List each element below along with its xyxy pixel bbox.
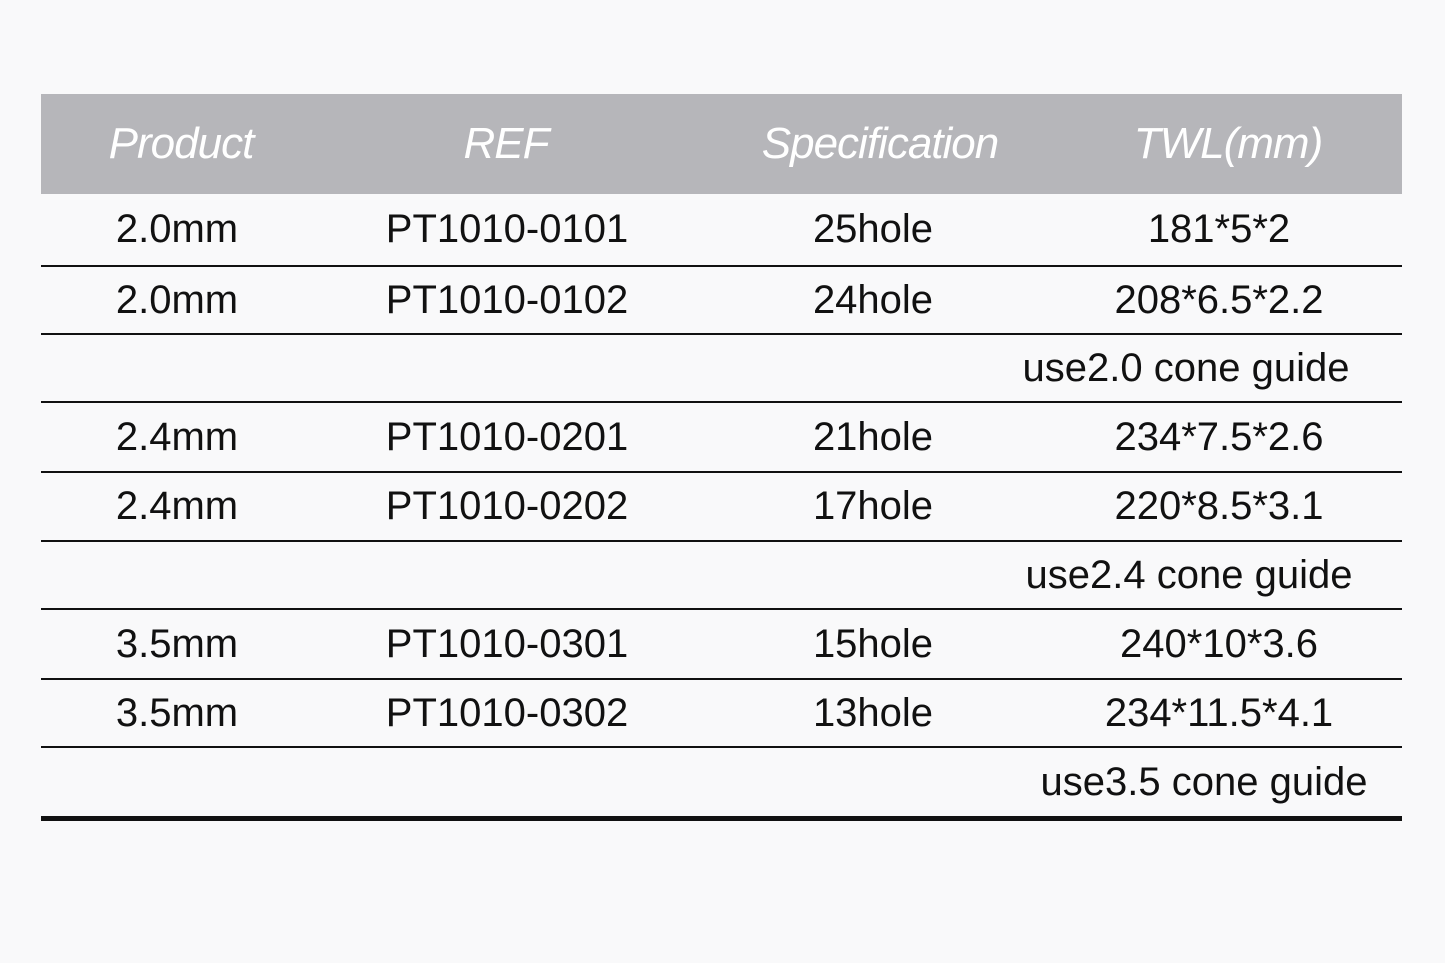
ref-cell: PT1010-0201	[385, 414, 629, 459]
header-product: Product	[108, 119, 255, 168]
note-cell: use3.5 cone guide	[1040, 759, 1368, 804]
twl-cell: 181*5*2	[1147, 207, 1291, 251]
ref-cell: PT1010-0302	[385, 690, 629, 735]
table-row: 2.4mm PT1010-0201 21hole 234*7.5*2.6	[41, 403, 1402, 473]
product-cell: 2.0mm	[115, 277, 239, 322]
specification-cell: 13hole	[812, 690, 934, 735]
note-cell: use2.0 cone guide	[1022, 345, 1350, 390]
table-row: 3.5mm PT1010-0301 15hole 240*10*3.6	[41, 610, 1402, 680]
product-cell: 2.4mm	[115, 414, 239, 459]
twl-cell: 220*8.5*3.1	[1114, 484, 1324, 528]
specification-cell: 24hole	[812, 277, 934, 322]
specification-cell: 17hole	[812, 484, 934, 528]
product-cell: 2.4mm	[115, 484, 239, 528]
twl-cell: 208*6.5*2.2	[1114, 277, 1324, 322]
note-row: use2.0 cone guide	[41, 335, 1402, 403]
table-row: 3.5mm PT1010-0302 13hole 234*11.5*4.1	[41, 680, 1402, 748]
ref-cell: PT1010-0102	[385, 277, 629, 322]
product-cell: 2.0mm	[115, 207, 239, 251]
ref-cell: PT1010-0301	[385, 621, 629, 666]
table-row: 2.0mm PT1010-0102 24hole 208*6.5*2.2	[41, 267, 1402, 335]
header-ref: REF	[463, 119, 550, 168]
specification-cell: 21hole	[812, 414, 934, 459]
table-row: 2.4mm PT1010-0202 17hole 220*8.5*3.1	[41, 473, 1402, 542]
twl-cell: 234*11.5*4.1	[1104, 690, 1334, 735]
ref-cell: PT1010-0202	[385, 484, 629, 528]
table-header: Product REF Specification TWL(mm)	[41, 94, 1402, 194]
twl-cell: 234*7.5*2.6	[1114, 414, 1324, 459]
ref-cell: PT1010-0101	[385, 207, 629, 251]
twl-cell: 240*10*3.6	[1120, 621, 1318, 666]
header-specification: Specification	[761, 119, 999, 168]
header-twl: TWL(mm)	[1133, 119, 1323, 168]
note-row: use3.5 cone guide	[41, 748, 1402, 821]
product-cell: 3.5mm	[115, 690, 239, 735]
specification-cell: 15hole	[812, 621, 934, 666]
table-row: 2.0mm PT1010-0101 25hole 181*5*2	[41, 194, 1402, 267]
note-cell: use2.4 cone guide	[1025, 552, 1353, 597]
note-row: use2.4 cone guide	[41, 542, 1402, 610]
product-cell: 3.5mm	[115, 621, 239, 666]
specification-cell: 25hole	[812, 207, 934, 251]
